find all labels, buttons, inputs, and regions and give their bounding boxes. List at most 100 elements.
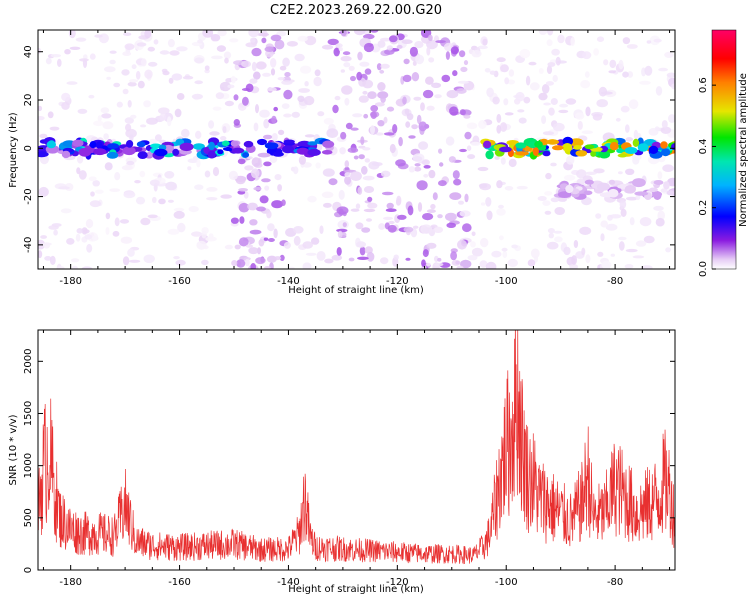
spectrogram-cell	[293, 166, 299, 175]
spectrogram-cell	[248, 247, 259, 255]
y-tick-label: 20	[23, 94, 34, 107]
spectrogram-cell	[451, 259, 461, 266]
spectrogram-cell	[148, 61, 158, 67]
spectrogram-cell	[248, 30, 260, 38]
spectrogram-band-cell	[598, 150, 611, 159]
spectrogram-cell	[582, 51, 592, 60]
spectrogram-cell	[140, 58, 147, 67]
spectrogram-cell	[274, 39, 285, 50]
spectrogram-cell	[380, 37, 392, 42]
spectrogram-cell	[235, 177, 246, 185]
x-tick-label: -160	[168, 276, 191, 287]
spectrogram-cell	[224, 57, 229, 64]
spectrogram-band-cell	[283, 139, 295, 144]
spectrogram-cell	[462, 223, 472, 233]
spectrogram-cell	[120, 236, 133, 244]
spectrogram-cell	[66, 238, 75, 245]
spectrogram-cell	[546, 39, 553, 47]
spectrogram-band-cell	[126, 140, 134, 148]
colorbar-gradient	[712, 30, 736, 269]
spectrogram-band-cell	[136, 141, 146, 148]
spectrogram-cell	[557, 34, 565, 44]
spectrogram-cell	[261, 37, 267, 44]
spectrogram-cell	[267, 223, 275, 232]
spectrogram-band-cell	[663, 181, 670, 190]
spectrogram-cell	[227, 84, 235, 89]
spectrogram-cell	[376, 63, 382, 71]
spectrogram-cell	[405, 121, 411, 128]
spectrogram-cell	[136, 42, 147, 47]
spectrogram-cell	[323, 202, 332, 208]
spectrogram-cell	[498, 204, 504, 209]
spectrogram-cell	[646, 40, 652, 44]
spectrogram-cell	[364, 68, 372, 75]
spectrogram-cell	[277, 77, 285, 81]
spectrogram-band-cell	[583, 190, 593, 196]
spectrogram-cell	[176, 46, 188, 52]
spectrogram-cell	[38, 250, 43, 259]
spectrogram-band-cell	[637, 143, 649, 152]
spectrogram-cell	[122, 256, 130, 266]
spectrogram-cell	[127, 248, 135, 257]
spectrogram-cell	[128, 259, 141, 263]
spectrogram-cell	[267, 87, 277, 92]
spectrogram-cell	[89, 200, 101, 208]
spectrogram-cell	[328, 178, 338, 186]
spectrogram-cell	[243, 257, 251, 261]
spectrogram-cell	[283, 241, 291, 249]
spectrogram-cell	[628, 99, 639, 110]
spectrogram-cell	[463, 60, 469, 66]
spectrogram-cell	[545, 172, 552, 180]
spectrogram-cell	[661, 120, 668, 129]
spectrogram-cell	[264, 185, 270, 191]
spectrogram-cell	[323, 117, 334, 125]
spectrogram-cell	[191, 231, 203, 237]
spectrogram-cell	[358, 154, 365, 160]
spectrogram-cell	[377, 91, 389, 99]
spectrogram-band-cell	[565, 184, 574, 194]
spectrogram-cell	[332, 104, 339, 114]
spectrogram-cell	[610, 253, 615, 257]
spectrogram-cell	[109, 50, 117, 54]
spectrogram-cell	[224, 244, 233, 250]
spectrogram-cell	[101, 113, 112, 119]
spectrogram-cell	[304, 134, 315, 138]
spectrogram-cell	[501, 247, 508, 252]
spectrogram-cell	[247, 202, 258, 211]
spectrogram-cell	[121, 165, 133, 171]
spectrogram-cell	[370, 105, 379, 112]
spectrogram-band-cell	[552, 145, 564, 151]
spectrogram-cell	[541, 84, 550, 94]
spectrogram-cell	[342, 51, 351, 56]
spectrogram-cell	[222, 126, 227, 134]
spectrogram-cell	[270, 68, 276, 76]
spectrogram-cell	[412, 225, 419, 229]
spectrogram-cell	[257, 32, 270, 37]
spectrogram-cell	[144, 30, 152, 39]
spectrogram-cell	[279, 65, 287, 71]
spectrogram-cell	[174, 108, 182, 118]
spectrogram-cell	[236, 259, 246, 268]
spectrogram-cell	[209, 131, 220, 136]
spectrogram-cell	[123, 191, 136, 199]
spectrogram-cell	[439, 162, 444, 167]
spectrogram-cell	[135, 70, 141, 80]
spectrogram-cell	[470, 141, 481, 146]
spectrogram-cell	[422, 249, 429, 258]
spectrogram-cell	[71, 265, 78, 269]
spectrogram-cell	[314, 69, 321, 77]
spectrogram-cell	[417, 202, 423, 212]
spectrogram-band-cell	[106, 151, 119, 159]
spectrogram-cell	[350, 127, 359, 131]
spectrogram-cell	[485, 197, 492, 207]
spectrogram-cell	[167, 228, 180, 235]
spectrogram-cell	[316, 251, 326, 261]
spectrogram-cell	[553, 230, 563, 234]
spectrogram-cell	[547, 228, 555, 234]
spectrogram-cell	[515, 91, 525, 102]
chart-title: C2E2.2023.269.22.00.G20	[270, 3, 442, 18]
x-tick-label: -140	[277, 577, 300, 588]
spectrogram-cell	[618, 236, 627, 241]
spectrogram-cell	[456, 88, 467, 94]
spectrogram-cell	[298, 88, 310, 93]
